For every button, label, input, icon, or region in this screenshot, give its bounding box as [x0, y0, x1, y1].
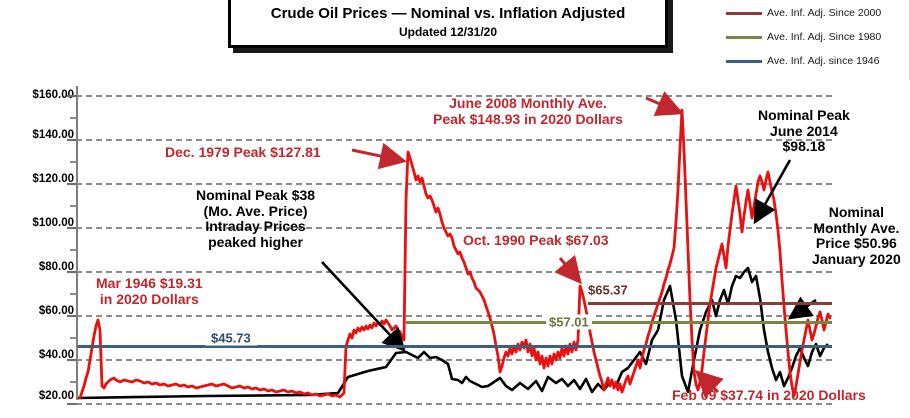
chart-title: Crude Oil Prices — Nominal vs. Inflation… [270, 4, 626, 22]
gridline-140 [76, 139, 832, 141]
ref-label-avg-1980: $57.01 [546, 314, 592, 330]
gridline-60 [76, 315, 832, 317]
anno-mar-1946: Mar 1946 $19.31 in 2020 Dollars [96, 275, 203, 307]
anno-nominal-jan-2020-line1: Nominal [828, 204, 884, 220]
anno-nominal-jan-2020-line2: Monthly Ave. [813, 219, 900, 236]
y-tick-60: $60.00 [38, 305, 74, 317]
ref-label-avg-1946: $45.73 [205, 330, 257, 346]
y-tick-20: $20.00 [38, 390, 74, 402]
legend-swatch-avg-1980 [726, 35, 762, 39]
title-box: Crude Oil Prices — Nominal vs. Inflation… [228, 0, 668, 48]
y-tick-80: $80.00 [38, 261, 74, 273]
y-tick-100: $100.00 [32, 217, 74, 229]
axis-tick-140 [67, 139, 77, 141]
anno-1990-peak: Oct. 1990 Peak $67.03 [463, 232, 609, 249]
axis-tick-20 [67, 403, 77, 405]
legend-swatch-avg-2000 [726, 11, 762, 15]
chart-updated-label: Updated 12/31/20 [398, 25, 498, 39]
y-tick-160: $160.00 [32, 89, 74, 101]
anno-nominal-peak-1980-line4: peaked higher [208, 234, 303, 251]
y-axis-line [76, 86, 78, 400]
axis-tick-minor-90 [70, 249, 76, 251]
chart-legend: Ave. Inf. Adj. Since 2000 Ave. Inf. Adj.… [722, 0, 910, 80]
anno-2008-peak-line2: Peak $148.93 in 2020 Dollars [433, 110, 623, 127]
anno-mar-1946-line1: Mar 1946 $19.31 [96, 275, 203, 291]
axis-tick-minor-110 [70, 205, 76, 207]
anno-nominal-peak-2014-line1: Nominal Peak [758, 107, 850, 123]
legend-label-avg-1980: Ave. Inf. Adj. Since 1980 [767, 31, 882, 43]
anno-nominal-peak-2014-line2: June 2014 [770, 122, 838, 139]
anno-feb-2009-line1: Feb 09 $37.74 in 2020 Dollars [672, 387, 866, 403]
axis-tick-120 [67, 183, 77, 185]
anno-nominal-peak-2014-line3: $98.18 [782, 138, 826, 155]
axis-tick-160 [67, 95, 77, 97]
legend-item-avg-1980[interactable]: Ave. Inf. Adj. Since 1980 [726, 28, 907, 46]
y-tick-140: $140.00 [32, 129, 74, 141]
ref-line-avg-2000 [588, 302, 832, 305]
anno-1979-peak: Dec. 1979 Peak $127.81 [165, 144, 321, 161]
gridline-100 [76, 227, 832, 229]
anno-nominal-jan-2020-line4: January 2020 [812, 251, 901, 268]
plot-area [67, 88, 832, 418]
axis-tick-40 [67, 359, 77, 361]
anno-2008-peak-line1: June 2008 Monthly Ave. [449, 95, 607, 111]
anno-nominal-peak-1980-line3: Intraday Prices [205, 218, 306, 235]
legend-item-avg-2000[interactable]: Ave. Inf. Adj. Since 2000 [726, 4, 907, 22]
axis-tick-80 [67, 271, 77, 273]
anno-feb-2009: Feb 09 $37.74 in 2020 Dollars [672, 387, 866, 404]
legend-swatch-avg-1946 [726, 59, 762, 63]
axis-tick-minor-150 [70, 117, 76, 119]
axis-tick-minor-130 [70, 161, 76, 163]
y-tick-40: $40.00 [38, 349, 74, 361]
axis-tick-60 [67, 315, 77, 317]
anno-nominal-jan-2020-line3: Price $50.96 [815, 235, 897, 252]
y-axis-labels: $160.00 $140.00 $120.00 $100.00 $80.00 $… [0, 0, 74, 402]
axis-tick-100 [67, 227, 77, 229]
ref-line-avg-1980 [406, 321, 832, 324]
gridline-120 [76, 183, 832, 185]
gridline-80 [76, 271, 832, 273]
gridline-40 [76, 359, 832, 361]
ref-line-avg-1946 [78, 345, 832, 348]
anno-nominal-peak-2014: Nominal Peak June 2014 $98.18 [758, 107, 850, 155]
anno-nominal-peak-1980-line2: (Mo. Ave. Price) [203, 202, 308, 219]
legend-label-avg-1946: Ave. Inf. Adj. since 1946 [767, 55, 880, 67]
anno-nominal-jan-2020: Nominal Monthly Ave. Price $50.96 Januar… [812, 204, 901, 268]
ref-label-avg-2000: $65.37 [588, 282, 628, 298]
anno-nominal-peak-1980: Nominal Peak $38 (Mo. Ave. Price) Intrad… [196, 187, 316, 251]
chart-root: Crude Oil Prices — Nominal vs. Inflation… [0, 0, 910, 405]
anno-1979-peak-line1: Dec. 1979 Peak $127.81 [165, 144, 321, 160]
legend-item-avg-1946[interactable]: Ave. Inf. Adj. since 1946 [726, 52, 907, 70]
axis-tick-minor-30 [70, 381, 76, 383]
legend-label-avg-2000: Ave. Inf. Adj. Since 2000 [767, 7, 882, 19]
anno-mar-1946-line2: in 2020 Dollars [99, 290, 199, 307]
gridline-160 [76, 95, 832, 97]
anno-2008-peak: June 2008 Monthly Ave. Peak $148.93 in 2… [433, 95, 623, 127]
axis-tick-minor-70 [70, 293, 76, 295]
y-tick-120: $120.00 [32, 173, 74, 185]
anno-1990-peak-line1: Oct. 1990 Peak $67.03 [463, 232, 609, 248]
axis-tick-minor-50 [70, 337, 76, 339]
anno-nominal-peak-1980-line1: Nominal Peak $38 [196, 187, 316, 203]
